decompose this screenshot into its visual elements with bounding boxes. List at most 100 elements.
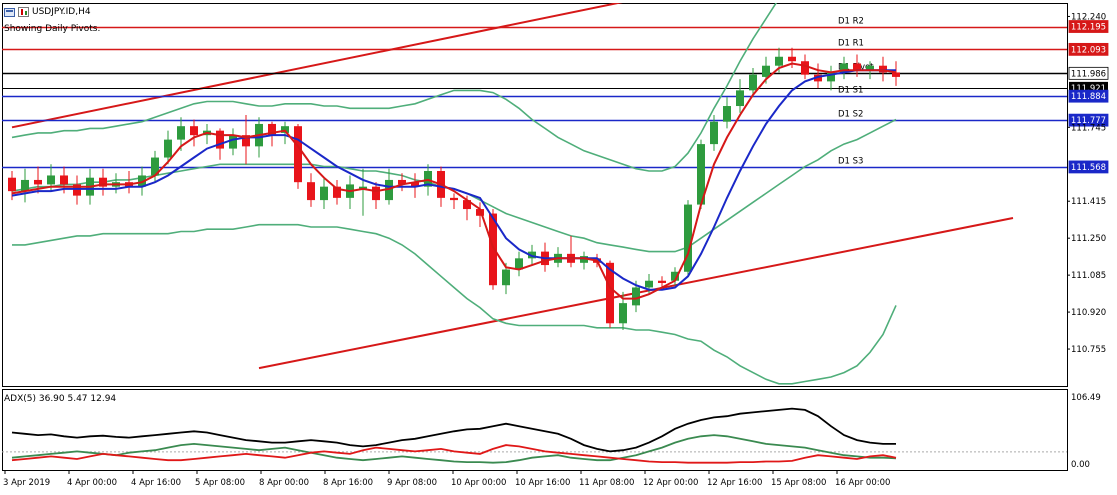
candle-body-55 bbox=[723, 106, 731, 122]
candle-body-10 bbox=[138, 175, 146, 187]
x-tick-label-6: 9 Apr 08:00 bbox=[387, 478, 437, 488]
candle-body-7 bbox=[99, 177, 107, 187]
window-icon[interactable] bbox=[4, 7, 15, 17]
chart-title-bar: USDJPY.ID,H4 bbox=[4, 7, 91, 17]
candle-body-59 bbox=[775, 56, 783, 66]
candle-body-17 bbox=[229, 135, 237, 149]
axis-tag-box-6 bbox=[1068, 113, 1109, 127]
candle-body-22 bbox=[294, 126, 302, 183]
candle-body-39 bbox=[515, 258, 523, 270]
adx-y-tick-0: 106.49 bbox=[1071, 393, 1101, 403]
y-tick-label-12: 110.920 bbox=[1071, 308, 1106, 318]
candle-body-21 bbox=[281, 126, 289, 133]
bid-tag: 111.921 bbox=[1071, 84, 1106, 94]
x-tick-label-4: 8 Apr 00:00 bbox=[259, 478, 309, 488]
candle-body-34 bbox=[450, 197, 458, 201]
axis-tag-box-2 bbox=[1068, 42, 1109, 56]
ma-slow-line bbox=[11, 69, 896, 291]
candle-body-24 bbox=[320, 186, 328, 201]
axis-tag-6: 111.777 bbox=[1071, 116, 1106, 126]
candle-body-5 bbox=[73, 184, 81, 196]
candle-body-63 bbox=[827, 72, 835, 82]
candle-body-28 bbox=[372, 186, 380, 201]
candle-body-12 bbox=[164, 139, 172, 158]
adx-label: ADX(5) 36.90 5.47 12.94 bbox=[4, 394, 117, 404]
candle-body-58 bbox=[762, 65, 770, 77]
candle-body-20 bbox=[268, 123, 276, 136]
candle-body-30 bbox=[398, 179, 406, 185]
upper-trendline bbox=[11, 3, 623, 129]
pivot-label-1: D1 R1 bbox=[838, 39, 864, 49]
candle-body-44 bbox=[580, 256, 588, 263]
candle-body-56 bbox=[736, 90, 744, 107]
candle-body-51 bbox=[671, 271, 679, 281]
x-tick-label-11: 12 Apr 16:00 bbox=[707, 478, 762, 488]
x-tick-label-12: 15 Apr 08:00 bbox=[771, 478, 826, 488]
candle-body-40 bbox=[528, 251, 536, 259]
axis-tag-5: 111.884 bbox=[1071, 92, 1106, 102]
y-tick-label-9: 111.415 bbox=[1071, 197, 1106, 207]
candle-body-3 bbox=[47, 175, 55, 185]
x-tick-label-10: 12 Apr 00:00 bbox=[643, 478, 698, 488]
y-tick-label-0: 112.240 bbox=[1071, 12, 1106, 22]
candle-body-61 bbox=[801, 61, 809, 75]
candle-body-52 bbox=[684, 204, 692, 272]
pivot-label-3: D1 S1 bbox=[838, 86, 863, 96]
axis-tag-3: 111.986 bbox=[1071, 69, 1106, 79]
candle-body-2 bbox=[34, 179, 42, 185]
candle-body-57 bbox=[749, 74, 757, 91]
candle-body-13 bbox=[177, 126, 185, 140]
pivot-label-4: D1 S2 bbox=[838, 110, 863, 120]
candle-body-16 bbox=[216, 130, 224, 149]
candle-body-36 bbox=[476, 209, 484, 216]
y-tick-label-13: 110.755 bbox=[1071, 345, 1106, 355]
axis-tag-1: 112.195 bbox=[1071, 23, 1106, 33]
pivot-label-5: D1 S3 bbox=[838, 157, 863, 167]
candle-body-23 bbox=[307, 182, 315, 201]
candle-body-38 bbox=[502, 269, 510, 286]
candle-body-37 bbox=[489, 213, 497, 286]
candle-body-29 bbox=[385, 179, 393, 201]
candle-body-11 bbox=[151, 157, 159, 176]
candle-body-67 bbox=[879, 65, 887, 73]
ma-fast-line bbox=[11, 62, 897, 300]
candle-body-49 bbox=[645, 280, 653, 288]
adx-y-tick-1: 0.00 bbox=[1071, 460, 1090, 470]
chart-type-icon[interactable] bbox=[18, 7, 29, 17]
axis-tag-box-1 bbox=[1068, 20, 1109, 33]
y-tick-label-7: 111.745 bbox=[1071, 123, 1106, 133]
bollinger-upper bbox=[11, 3, 778, 172]
candle-body-46 bbox=[606, 262, 614, 324]
x-tick-label-7: 10 Apr 00:00 bbox=[451, 478, 506, 488]
candle-body-18 bbox=[242, 135, 250, 147]
y-tick-label-10: 111.250 bbox=[1071, 234, 1106, 244]
candle-body-35 bbox=[463, 200, 471, 210]
chart-title: USDJPY.ID,H4 bbox=[32, 7, 91, 17]
pivot-label-0: D1 R2 bbox=[838, 17, 864, 27]
x-tick-label-3: 5 Apr 08:00 bbox=[195, 478, 245, 488]
x-tick-label-0: 3 Apr 2019 bbox=[3, 478, 50, 488]
candle-body-14 bbox=[190, 126, 198, 136]
x-tick-label-1: 4 Apr 00:00 bbox=[67, 478, 117, 488]
adx-plot-area bbox=[2, 407, 1067, 464]
candle-body-27 bbox=[359, 186, 367, 189]
candle-body-53 bbox=[697, 144, 705, 205]
x-tick-label-2: 4 Apr 16:00 bbox=[131, 478, 181, 488]
candle-body-31 bbox=[411, 182, 419, 187]
candle-body-0 bbox=[8, 177, 16, 192]
x-tick-label-8: 10 Apr 16:00 bbox=[515, 478, 570, 488]
bollinger-lower bbox=[12, 223, 897, 385]
candle-body-64 bbox=[840, 63, 848, 73]
candle-body-47 bbox=[619, 303, 627, 324]
adx-series-2 bbox=[11, 444, 897, 464]
candle-body-66 bbox=[866, 65, 874, 71]
candle-body-50 bbox=[658, 280, 666, 283]
y-tick-label-11: 111.085 bbox=[1071, 271, 1106, 281]
candle-body-1 bbox=[21, 179, 29, 192]
candle-body-62 bbox=[814, 74, 822, 82]
x-tick-label-5: 8 Apr 16:00 bbox=[323, 478, 373, 488]
x-tick-label-13: 16 Apr 00:00 bbox=[835, 478, 890, 488]
candle-body-68 bbox=[892, 72, 900, 77]
